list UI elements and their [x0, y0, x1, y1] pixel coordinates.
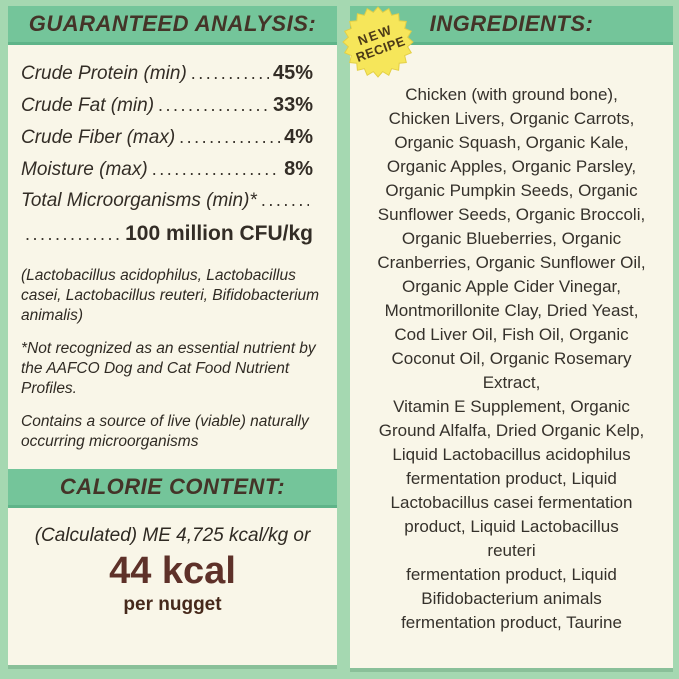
note-live-microorganisms: Contains a source of live (viable) natur…: [21, 413, 309, 450]
analysis-row-microorganisms: Total Microorganisms (min)* ..........: [21, 190, 313, 222]
analysis-row-fiber: Crude Fiber (max) ................ 4%: [21, 126, 313, 158]
calorie-value: 44 kcal: [109, 550, 236, 592]
analysis-label: Crude Fiber (max): [21, 127, 176, 148]
calorie-content-body: (Calculated) ME 4,725 kcal/kg or 44 kcal…: [8, 508, 337, 616]
analysis-value: 8%: [284, 158, 313, 180]
guaranteed-analysis-header: GUARANTEED ANALYSIS:: [8, 6, 337, 45]
analysis-label: Crude Fat (min): [21, 95, 155, 116]
analysis-notes: (Lactobacillus acidophilus, Lactobacillu…: [8, 254, 337, 452]
analysis-value: 4%: [284, 126, 313, 148]
analysis-table: Crude Protein (min) ............. 45% Cr…: [8, 45, 337, 254]
note-microorganism-species: (Lactobacillus acidophilus, Lactobacillu…: [21, 267, 320, 324]
leader-dots: ..............: [25, 224, 122, 244]
analysis-label: Moisture (max): [21, 159, 148, 180]
guaranteed-analysis-panel: GUARANTEED ANALYSIS: Crude Protein (min)…: [8, 6, 337, 665]
note-aafco-disclaimer: *Not recognized as an essential nutrient…: [21, 340, 316, 397]
calorie-calculated-line: (Calculated) ME 4,725 kcal/kg or: [34, 525, 311, 546]
calorie-unit: per nugget: [123, 594, 222, 615]
analysis-row-moisture: Moisture (max) .................. 8%: [21, 158, 313, 190]
analysis-row-protein: Crude Protein (min) ............. 45%: [21, 62, 313, 94]
new-recipe-badge: NEW RECIPE: [342, 6, 414, 78]
analysis-label: Total Microorganisms (min)*: [21, 190, 257, 211]
leader-dots: ................: [179, 127, 280, 147]
analysis-value: 45%: [272, 62, 313, 84]
ingredients-list: Chicken (with ground bone), Chicken Live…: [377, 85, 646, 632]
leader-dots: .............: [190, 63, 269, 83]
leader-dots: ..................: [151, 159, 281, 179]
leader-dots: ..........: [260, 190, 309, 210]
starburst-icon: [342, 6, 414, 78]
analysis-row-fat: Crude Fat (min) .................. 33%: [21, 94, 313, 126]
ingredients-panel: INGREDIENTS: Chicken (with ground bone),…: [350, 6, 673, 668]
analysis-label: Crude Protein (min): [21, 63, 187, 84]
analysis-row-cfu: .............. 100 million CFU/kg: [21, 222, 313, 254]
leader-dots: ..................: [158, 95, 269, 115]
analysis-value: 100 million CFU/kg: [125, 222, 313, 245]
analysis-value: 33%: [272, 94, 313, 116]
calorie-content-header: CALORIE CONTENT:: [8, 469, 337, 508]
